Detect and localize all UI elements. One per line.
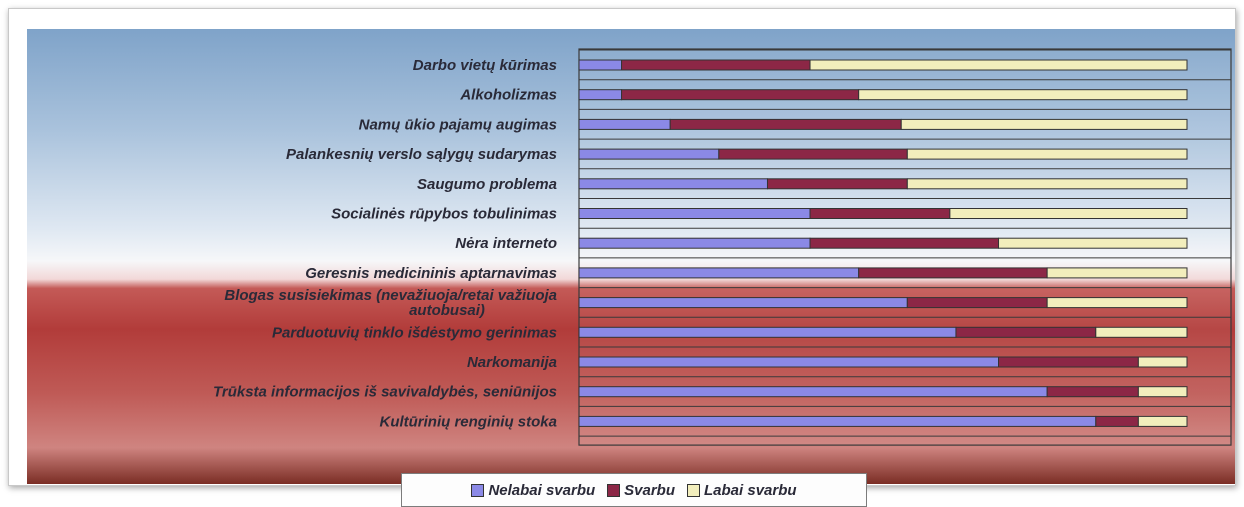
category-label: Namų ūkio pajamų augimas (359, 116, 557, 133)
bar-segment (718, 148, 908, 160)
bar-segment (578, 267, 860, 279)
bar-segment (578, 356, 1000, 368)
category-label: Geresnis medicininis aptarnavimas (305, 265, 557, 282)
bar-segment (621, 89, 860, 101)
bar-segment (578, 297, 908, 309)
category-label: Nėra interneto (455, 235, 557, 252)
bar-segment (669, 118, 902, 130)
bar-segment (949, 208, 1188, 219)
category-label: Narkomanija (467, 354, 557, 371)
bar-segment (1095, 326, 1188, 338)
legend: Nelabai svarbu Svarbu Labai svarbu (401, 473, 867, 507)
bar-segment (1046, 297, 1188, 309)
bar-segment (906, 148, 1188, 160)
bar-segment (1095, 415, 1139, 427)
legend-label: Svarbu (624, 481, 676, 499)
bar-segment (578, 208, 811, 219)
category-label: Saugumo problema (417, 176, 557, 193)
bar-segment (906, 178, 1188, 190)
bar-segment (578, 118, 671, 130)
bar-segment (578, 89, 623, 101)
category-label: Alkoholizmas (459, 87, 557, 104)
category-label: Trūksta informacijos iš savivaldybės, se… (213, 384, 557, 401)
category-label: Blogas susisiekimas (nevažiuoja/retai va… (224, 287, 557, 304)
category-label: Darbo vietų kūrimas (413, 57, 557, 74)
bar-segment (809, 237, 1000, 249)
chart-panel: Darbo vietų kūrimas Alkoholizmas Namų ūkio… (27, 29, 1235, 507)
bar-segment (858, 267, 1048, 279)
bar-segment (578, 415, 1097, 427)
bar-segment (906, 297, 1048, 309)
category-label: Palankesnių verslo sąlygų sudarymas (286, 146, 557, 163)
legend-label: Labai svarbu (704, 481, 797, 499)
category-label: autobusai) (409, 302, 485, 319)
bar-segment (578, 237, 811, 249)
bar-segment (998, 356, 1139, 368)
stacked-bar-chart: Darbo vietų kūrimas Alkoholizmas Namų ūkio… (213, 48, 1232, 446)
category-label: Socialinės rūpybos tobulinimas (331, 206, 557, 223)
bar-segment (578, 148, 720, 160)
bar-segment (766, 178, 908, 190)
bar-segment (809, 208, 951, 219)
bar-segment (955, 326, 1097, 338)
legend-label: Nelabai svarbu (488, 481, 596, 499)
bar-segment (1137, 415, 1188, 427)
bar-segment (578, 59, 623, 71)
bar-segment (578, 178, 768, 190)
bar-segment (1046, 386, 1139, 398)
bar-segment (1046, 267, 1188, 279)
bar-segment (1137, 356, 1188, 368)
legend-item: Nelabai svarbu (471, 482, 595, 499)
bar-segment (998, 237, 1188, 249)
bar-segment (1137, 386, 1188, 398)
bar-segment (621, 59, 811, 71)
bar-segment (900, 118, 1188, 130)
legend-item: Svarbu (607, 482, 675, 499)
bar-segment (809, 59, 1188, 71)
category-label: Kultūrinių renginių stoka (379, 413, 557, 430)
bar-segment (578, 326, 957, 338)
chart-frame: Darbo vietų kūrimas Alkoholizmas Namų ūkio… (8, 8, 1236, 507)
category-label: Parduotuvių tinklo išdėstymo gerinimas (272, 324, 557, 341)
bar-segment (858, 89, 1188, 101)
bar-segment (578, 386, 1048, 398)
legend-item: Labai svarbu (687, 482, 797, 499)
